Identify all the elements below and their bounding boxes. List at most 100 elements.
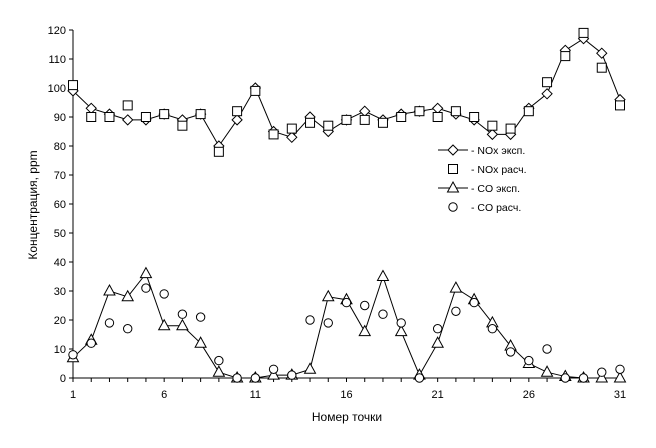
data-point <box>250 373 261 383</box>
legend-item: - CO расч. <box>448 202 521 214</box>
y-tick-label: 10 <box>54 344 66 356</box>
data-point <box>195 312 206 322</box>
data-point <box>213 146 224 157</box>
data-point <box>358 324 372 337</box>
x-tick-label: 31 <box>614 389 626 401</box>
data-point <box>321 289 335 302</box>
data-point <box>68 80 78 91</box>
series-layer <box>66 27 627 383</box>
data-point <box>341 114 352 125</box>
data-point <box>597 367 607 377</box>
data-point <box>578 373 589 383</box>
legend-label: - CO расч. <box>471 202 521 214</box>
data-point <box>123 324 133 334</box>
y-tick-label: 110 <box>48 54 66 66</box>
series-square <box>68 27 625 157</box>
data-point <box>486 128 499 141</box>
data-point <box>287 370 297 380</box>
y-tick-label: 20 <box>54 315 66 327</box>
data-point <box>121 289 135 302</box>
legend-marker <box>448 164 458 174</box>
data-point <box>268 364 279 374</box>
data-point <box>469 112 480 122</box>
y-tick-label: 80 <box>54 141 66 153</box>
data-point <box>103 283 116 296</box>
data-point <box>157 318 171 331</box>
data-point <box>431 102 444 115</box>
data-point <box>104 318 115 328</box>
data-point <box>613 370 627 383</box>
x-tick-label: 26 <box>523 389 535 401</box>
data-point <box>451 306 461 316</box>
data-point <box>177 309 188 319</box>
data-point <box>560 373 570 383</box>
data-point <box>250 85 261 96</box>
series-circle <box>68 283 625 383</box>
data-point <box>523 106 534 117</box>
data-point <box>68 350 78 360</box>
data-point <box>286 131 298 144</box>
data-point <box>232 373 242 383</box>
data-point <box>595 370 609 383</box>
legend-item: - CO эксп. <box>438 180 520 195</box>
x-tick-label: 16 <box>340 389 352 401</box>
data-point <box>396 112 407 122</box>
data-point <box>232 106 243 117</box>
data-point <box>267 368 280 380</box>
data-point <box>524 355 534 366</box>
data-point <box>104 112 115 122</box>
data-point <box>303 362 317 374</box>
y-tick-label: 70 <box>54 170 66 182</box>
data-point <box>396 318 406 328</box>
data-point <box>86 338 96 348</box>
data-point <box>305 315 315 325</box>
data-point <box>139 266 153 279</box>
data-point <box>122 100 133 111</box>
data-point <box>212 365 226 377</box>
data-point <box>159 289 169 299</box>
data-point <box>305 117 316 128</box>
data-point <box>615 364 625 374</box>
data-point <box>140 112 151 122</box>
data-point <box>505 347 516 357</box>
data-point <box>323 120 334 131</box>
data-point <box>121 114 134 126</box>
data-point <box>341 297 352 308</box>
data-point <box>542 77 553 88</box>
data-point <box>377 117 388 128</box>
x-tick-label: 11 <box>250 389 261 401</box>
y-tick-label: 60 <box>54 199 66 211</box>
data-point <box>286 123 297 134</box>
x-tick-label: 6 <box>161 389 167 401</box>
legend-marker <box>448 202 458 212</box>
series-line <box>72 272 620 379</box>
data-point <box>159 109 170 120</box>
data-point <box>177 120 188 131</box>
data-point <box>378 309 388 319</box>
data-point <box>432 112 443 122</box>
data-point <box>359 114 370 125</box>
y-tick-label: 100 <box>48 83 66 95</box>
data-point <box>432 324 443 334</box>
y-tick-label: 40 <box>54 257 66 269</box>
data-point <box>578 27 589 38</box>
data-point <box>176 318 189 331</box>
data-point <box>449 281 463 293</box>
data-point <box>414 373 425 383</box>
legend-label: - NOx расч. <box>471 164 527 176</box>
data-point <box>560 51 571 62</box>
data-point <box>615 100 625 111</box>
y-tick-label: 30 <box>54 286 66 298</box>
y-tick-label: 0 <box>60 373 66 385</box>
legend-item: - NOx эксп. <box>438 144 525 157</box>
series-line <box>72 38 621 147</box>
series-diamond <box>67 32 626 152</box>
data-point <box>376 269 390 281</box>
data-point <box>141 283 151 293</box>
series-triangle <box>66 266 627 383</box>
data-point <box>231 114 243 126</box>
data-point <box>450 106 461 117</box>
legend-item: - NOx расч. <box>448 164 527 176</box>
data-point <box>542 344 552 354</box>
